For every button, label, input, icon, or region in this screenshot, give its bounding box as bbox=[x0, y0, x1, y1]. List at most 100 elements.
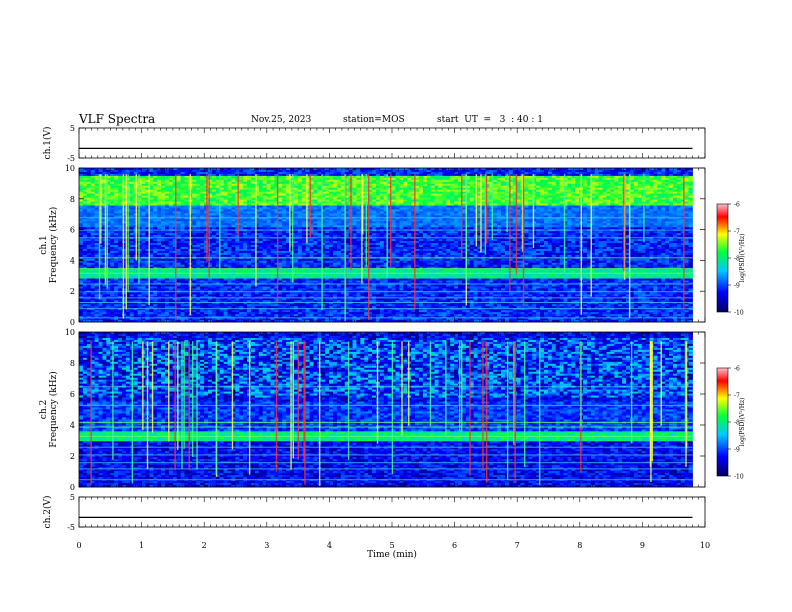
colorbar-tick-label: -10 bbox=[734, 474, 744, 481]
spectrogram-band bbox=[79, 229, 693, 231]
spectrogram-burst bbox=[465, 174, 468, 283]
spectrogram-burst bbox=[643, 174, 645, 242]
spectrogram-burst bbox=[386, 174, 388, 278]
spectrogram-burst bbox=[683, 174, 685, 310]
colorbar-label: log(PSD)(V²/Hz) bbox=[739, 234, 746, 283]
spectrogram-burst bbox=[138, 174, 140, 285]
spectrogram-burst bbox=[408, 341, 410, 426]
spectrogram-burst bbox=[189, 174, 192, 316]
spectrogram-burst bbox=[361, 174, 364, 234]
spectrogram-burst bbox=[344, 174, 346, 322]
spectrogram-band bbox=[79, 421, 693, 423]
x-tick-label: 8 bbox=[577, 541, 582, 550]
spectrogram-burst bbox=[480, 174, 482, 253]
spectrogram-burst bbox=[485, 174, 488, 244]
spectrogram-ch1-spectrogram bbox=[79, 168, 693, 323]
axis-xlabel: Time (min) bbox=[367, 549, 417, 560]
spectrogram-burst bbox=[276, 174, 279, 304]
x-tick-label: 1 bbox=[139, 541, 144, 550]
spectrogram-burst bbox=[660, 341, 662, 426]
spectrogram-burst bbox=[188, 341, 190, 470]
spectrogram-burst bbox=[292, 174, 294, 283]
spectrogram-burst bbox=[289, 174, 291, 252]
x-tick-label: 10 bbox=[700, 541, 710, 550]
spectrogram-burst bbox=[177, 341, 179, 451]
spectrogram-burst bbox=[365, 174, 368, 267]
spectrogram-band bbox=[79, 462, 693, 464]
spectrogram-burst bbox=[484, 174, 487, 255]
spectrogram-band bbox=[79, 468, 693, 470]
spectrogram-burst bbox=[106, 174, 108, 289]
spectrogram-burst bbox=[168, 341, 170, 442]
spectrogram-burst bbox=[142, 341, 144, 431]
spectrogram-burst bbox=[148, 174, 150, 306]
station-label: station=MOS bbox=[343, 115, 405, 125]
y-tick-label: 4 bbox=[70, 256, 75, 265]
spectrogram-burst bbox=[361, 174, 363, 284]
spectrogram-burst bbox=[506, 174, 508, 233]
spectrogram-burst bbox=[515, 174, 518, 275]
spectrogram-burst bbox=[215, 341, 217, 474]
spectrogram-burst bbox=[514, 341, 516, 482]
spectrogram-burst bbox=[248, 341, 251, 475]
spectrogram-band bbox=[79, 237, 693, 239]
channel-label: ch.1 bbox=[39, 235, 49, 254]
spectrogram-burst bbox=[461, 341, 463, 432]
spectrogram-burst bbox=[183, 341, 185, 449]
spectrogram-burst bbox=[208, 174, 210, 278]
spectrogram-burst bbox=[532, 174, 535, 248]
colorbar-tick-label: -7 bbox=[734, 229, 740, 236]
spectrogram-burst bbox=[275, 341, 278, 472]
spectrogram-burst bbox=[191, 341, 194, 457]
spectrogram-band bbox=[79, 308, 693, 310]
spectrogram-burst bbox=[112, 341, 114, 460]
spectrogram-burst bbox=[506, 341, 509, 481]
spectrogram-band bbox=[79, 386, 693, 388]
channel-label: ch.2 bbox=[39, 400, 49, 419]
spectrogram-burst bbox=[304, 341, 306, 486]
spectrogram-burst bbox=[461, 174, 463, 260]
spectrogram-band bbox=[79, 272, 693, 274]
x-tick-label: 3 bbox=[264, 541, 269, 550]
spectrogram-band bbox=[79, 297, 693, 299]
start-time-label: start UT = 3 : 40 : 1 bbox=[437, 115, 543, 125]
spectrogram-burst bbox=[100, 174, 102, 244]
spectrogram-band bbox=[79, 283, 693, 285]
colorbar-tick-label: -6 bbox=[734, 202, 740, 209]
spectrogram-burst bbox=[292, 341, 294, 434]
spectrogram-band bbox=[79, 268, 693, 270]
spectrogram-band bbox=[79, 454, 693, 456]
spectrogram-burst bbox=[580, 174, 583, 315]
spectrogram-burst bbox=[290, 341, 292, 470]
y-tick-label: 4 bbox=[70, 421, 75, 430]
spectrogram-burst bbox=[368, 174, 370, 320]
spectrogram-burst bbox=[255, 174, 257, 287]
y-tick-label: 10 bbox=[65, 164, 75, 173]
spectrogram-burst bbox=[628, 174, 631, 318]
spectrogram-burst bbox=[303, 341, 305, 463]
spectrogram-burst bbox=[131, 341, 134, 484]
x-tick-label: 6 bbox=[452, 541, 457, 550]
spectrogram-band bbox=[79, 435, 693, 437]
spectrogram-burst bbox=[650, 341, 652, 482]
y-tick-label: 2 bbox=[70, 452, 75, 461]
spectrogram-burst bbox=[475, 174, 478, 247]
spectrogram-burst bbox=[231, 341, 234, 450]
colorbar-tick-label: -8 bbox=[734, 420, 740, 427]
y-tick-label: 2 bbox=[70, 287, 75, 296]
spectrogram-band bbox=[79, 446, 693, 448]
axis-ylabel: Frequency (kHz) bbox=[48, 207, 59, 284]
x-tick-label: 0 bbox=[76, 541, 81, 550]
spectrogram-burst bbox=[151, 341, 154, 433]
spectrogram-band bbox=[79, 257, 693, 259]
spectrogram-burst bbox=[522, 174, 525, 306]
spectrogram-burst bbox=[196, 341, 198, 470]
spectrogram-ch2-spectrogram bbox=[79, 332, 693, 488]
x-tick-label: 4 bbox=[327, 541, 332, 550]
y-tick-label: 6 bbox=[70, 390, 75, 399]
spectrogram-burst bbox=[445, 341, 447, 435]
spectrogram-burst bbox=[350, 174, 352, 270]
spectrogram-burst bbox=[651, 341, 653, 462]
chart-title: VLF Spectra bbox=[79, 112, 155, 126]
